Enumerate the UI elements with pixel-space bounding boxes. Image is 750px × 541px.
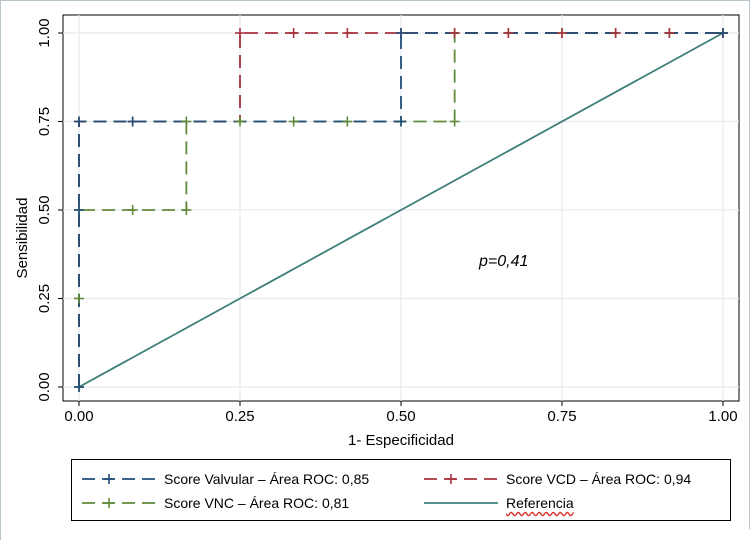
plus-marker bbox=[74, 293, 84, 304]
legend: Score Valvular – Área ROC: 0,85 Score VC… bbox=[71, 459, 731, 521]
y-tick-label: 0.25 bbox=[36, 284, 53, 313]
plus-marker bbox=[503, 28, 514, 38]
legend-item-vcd: Score VCD – Área ROC: 0,94 bbox=[422, 468, 691, 490]
y-tick-label: 0.75 bbox=[36, 107, 53, 136]
y-axis-title: Sensibilidad bbox=[14, 198, 31, 279]
plus-marker bbox=[74, 205, 84, 215]
legend-item-valvular: Score Valvular – Área ROC: 0,85 bbox=[80, 468, 369, 490]
legend-swatch-referencia bbox=[424, 502, 498, 504]
plus-marker bbox=[610, 28, 621, 38]
plus-marker bbox=[449, 28, 460, 38]
legend-label-valvular: Score Valvular – Área ROC: 0,85 bbox=[164, 471, 370, 487]
x-axis-title: 1- Especificidad bbox=[348, 432, 454, 449]
x-tick-label: 0.25 bbox=[225, 408, 254, 425]
plus-marker bbox=[664, 28, 675, 38]
plus-marker bbox=[449, 116, 460, 127]
plus-marker bbox=[396, 28, 406, 38]
x-tick-label: 0.00 bbox=[64, 408, 93, 425]
plus-marker bbox=[718, 28, 728, 38]
legend-swatch-vcd bbox=[424, 474, 498, 484]
legend-label-referencia: Referencia bbox=[506, 495, 574, 511]
plus-marker bbox=[288, 116, 299, 127]
plus-marker bbox=[342, 28, 353, 38]
plus-marker bbox=[74, 116, 84, 127]
plus-marker bbox=[127, 116, 138, 127]
legend-label-vnc: Score VNC – Área ROC: 0,81 bbox=[164, 495, 350, 511]
p-value-annotation: p=0,41 bbox=[478, 253, 528, 270]
legend-item-referencia: Referencia bbox=[422, 492, 574, 514]
plus-marker bbox=[235, 116, 245, 127]
series-lines bbox=[78, 32, 724, 388]
plus-marker bbox=[342, 116, 353, 127]
legend-label-vcd: Score VCD – Área ROC: 0,94 bbox=[506, 471, 692, 487]
legend-item-vnc: Score VNC – Área ROC: 0,81 bbox=[80, 492, 349, 514]
figure-bottom-strip bbox=[1, 529, 750, 541]
plus-marker bbox=[557, 28, 567, 38]
legend-swatch-vnc bbox=[82, 498, 156, 508]
plus-marker bbox=[396, 116, 406, 127]
plus-marker bbox=[181, 116, 192, 127]
plus-marker bbox=[288, 28, 299, 38]
plus-marker bbox=[74, 382, 84, 392]
series-markers bbox=[74, 28, 728, 392]
x-tick-label: 0.50 bbox=[386, 408, 415, 425]
x-tick-label: 1.00 bbox=[708, 408, 737, 425]
series-line bbox=[78, 32, 723, 387]
y-tick-label: 0.50 bbox=[36, 195, 53, 224]
x-tick-label: 0.75 bbox=[547, 408, 576, 425]
axes: 0.00 0.00 0.25 0.25 0.50 0.50 0.75 0.75 1.00 1.00 bbox=[36, 18, 738, 425]
y-tick-label: 0.00 bbox=[36, 372, 53, 401]
y-tick-label: 1.00 bbox=[36, 18, 53, 47]
legend-swatch-valvular bbox=[82, 474, 156, 484]
plus-marker bbox=[235, 28, 245, 38]
plus-marker bbox=[127, 205, 138, 215]
series-line bbox=[78, 32, 724, 388]
plus-marker bbox=[181, 205, 192, 215]
